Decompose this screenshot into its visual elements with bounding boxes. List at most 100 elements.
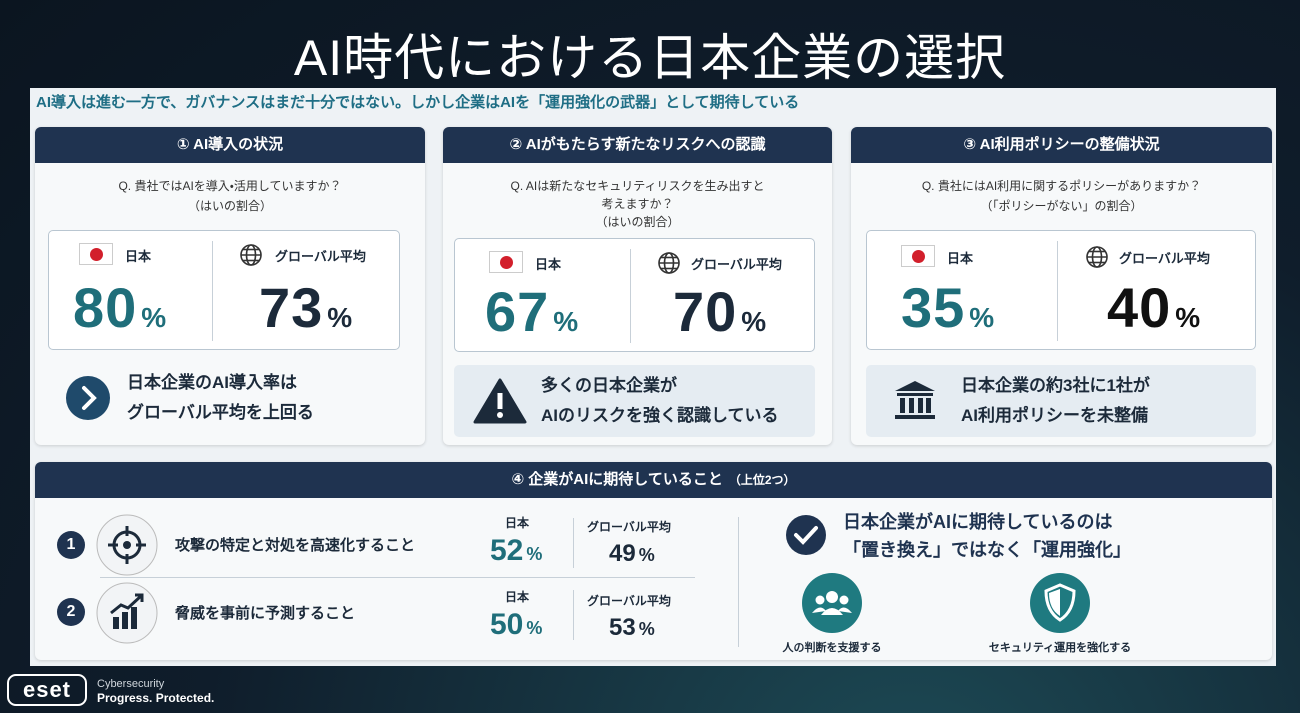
- unit: %: [638, 545, 655, 565]
- divider: [1057, 241, 1058, 341]
- bank-icon: [895, 381, 935, 419]
- stat-label: グローバル平均: [1119, 251, 1210, 266]
- divider: [630, 249, 631, 343]
- check-icon: [786, 515, 826, 555]
- section-heading: ④ 企業がAIに期待していること （上位2つ）: [35, 462, 1272, 498]
- icon-label: 人の判断を支援する: [782, 642, 882, 654]
- stat-label: グローバル平均: [275, 249, 366, 264]
- stat-label: 日本: [505, 590, 530, 604]
- stat-label: グローバル平均: [691, 257, 782, 272]
- divider: [573, 590, 574, 640]
- conclusion-line: グローバル平均を上回る: [127, 403, 314, 422]
- stat-value: 80%: [73, 275, 167, 340]
- stat-value: 50%: [490, 608, 542, 642]
- conclusion-line: 多くの日本企業が: [541, 376, 677, 395]
- stat-label: 日本: [505, 516, 530, 530]
- globe-icon: [240, 244, 262, 266]
- value: 50: [490, 608, 524, 641]
- expectations-panel: ④ 企業がAIに期待していること （上位2つ） 1 攻撃の特定と対処を高速化するこ…: [35, 462, 1272, 660]
- japan-flag: [79, 243, 113, 265]
- question: （「ポリシーがない」の割合）: [980, 199, 1143, 213]
- question: Q. 貴社ではAIを導入・活用していますか？: [118, 179, 342, 193]
- card: ② AIがもたらす新たなリスクへの認識 Q. AIは新たなセキュリティリスクを生…: [443, 127, 832, 445]
- question: 考えますか？: [601, 197, 674, 211]
- heading-text: ④ 企業がAIに期待していること: [511, 471, 723, 488]
- stat-value: 73%: [259, 275, 353, 340]
- conclusion-line: 日本企業のAI導入率は: [127, 373, 297, 392]
- conclusion: 日本企業のAI導入率は グローバル平均を上回る: [127, 368, 314, 428]
- japan-flag: [489, 251, 523, 273]
- conclusion: 多くの日本企業が AIのリスクを強く認識している: [541, 371, 779, 431]
- unit: %: [526, 544, 543, 564]
- value: 49: [609, 540, 636, 567]
- stat-label: グローバル平均: [587, 520, 671, 534]
- divider: [573, 518, 574, 568]
- stat-value: 70%: [673, 279, 767, 344]
- stat-value: 40%: [1107, 275, 1201, 340]
- card: ① AI導入の状況 Q. 貴社ではAIを導入・活用していますか？ （はいの割合）…: [35, 127, 425, 445]
- stat-value: 67%: [485, 279, 579, 344]
- tagline: Cybersecurity: [97, 678, 165, 690]
- stat-label: 日本: [125, 249, 152, 264]
- unit: %: [141, 302, 168, 333]
- shield-icon: [1030, 573, 1090, 633]
- divider: [212, 241, 213, 341]
- value: 40: [1107, 276, 1172, 339]
- stat-label: 日本: [947, 251, 974, 266]
- item-text: 脅威を事前に予測すること: [175, 605, 356, 622]
- value: 70: [673, 280, 738, 343]
- chart-icon: [96, 582, 158, 644]
- summary-line: 日本企業がAIに期待しているのは: [843, 512, 1113, 532]
- summary-line: 「置き換え」ではなく「運用強化」: [843, 540, 1131, 560]
- people-icon: [802, 573, 862, 633]
- warning-icon: [473, 378, 527, 424]
- question: （はいの割合）: [595, 215, 680, 229]
- unit: %: [741, 306, 768, 337]
- row-divider: [100, 577, 695, 578]
- stat-box: 日本 35% グローバル平均 40%: [866, 230, 1256, 350]
- rank-badge: 1: [57, 531, 85, 559]
- card-heading: ③ AI利用ポリシーの整備状況: [851, 127, 1272, 163]
- stat-value: 53%: [609, 614, 655, 642]
- subtitle: AI導入は進む一方で、ガバナンスはまだ十分ではない。しかし企業はAIを「運用強化…: [36, 94, 800, 111]
- question: （はいの割合）: [187, 199, 272, 213]
- globe-icon: [1086, 246, 1108, 268]
- value: 35: [901, 276, 966, 339]
- stat-value: 35%: [901, 275, 995, 340]
- card-heading: ① AI導入の状況: [35, 127, 425, 163]
- globe-icon: [658, 252, 680, 274]
- rank-badge: 2: [57, 598, 85, 626]
- conclusion: 日本企業の約3社に1社が AI利用ポリシーを未整備: [961, 371, 1150, 431]
- card-heading: ② AIがもたらす新たなリスクへの認識: [443, 127, 832, 163]
- arrow-icon: [66, 376, 110, 420]
- value: 80: [73, 276, 138, 339]
- unit: %: [327, 302, 354, 333]
- item-text: 攻撃の特定と対処を高速化すること: [175, 537, 416, 554]
- brand-logo: eset: [7, 674, 87, 706]
- unit: %: [969, 302, 996, 333]
- unit: %: [553, 306, 580, 337]
- stat-box: 日本 80% グローバル平均 73%: [48, 230, 400, 350]
- question: Q. 貴社にはAI利用に関するポリシーがありますか？: [921, 179, 1202, 193]
- heading-note: （上位2つ）: [728, 473, 796, 487]
- icon-label: セキュリティ運用を強化する: [988, 642, 1132, 654]
- stat-value: 52%: [490, 534, 542, 568]
- target-icon: [96, 514, 158, 576]
- stat-box: 日本 67% グローバル平均 70%: [454, 238, 815, 352]
- title: AI時代における日本企業の選択: [293, 30, 1007, 86]
- question: Q. AIは新たなセキュリティリスクを生み出すと: [510, 179, 765, 193]
- conclusion-line: 日本企業の約3社に1社が: [961, 376, 1150, 395]
- summary: 日本企業がAIに期待しているのは 「置き換え」ではなく「運用強化」: [843, 508, 1131, 564]
- value: 52: [490, 534, 524, 567]
- card: ③ AI利用ポリシーの整備状況 Q. 貴社にはAI利用に関するポリシーがあります…: [851, 127, 1272, 445]
- stat-label: グローバル平均: [587, 594, 671, 608]
- unit: %: [526, 618, 543, 638]
- conclusion-line: AI利用ポリシーを未整備: [961, 406, 1148, 425]
- unit: %: [1175, 302, 1202, 333]
- stat-label: 日本: [535, 257, 562, 272]
- divider: [738, 517, 739, 647]
- unit: %: [638, 619, 655, 639]
- value: 53: [609, 614, 636, 641]
- tagline: Progress. Protected.: [97, 691, 215, 705]
